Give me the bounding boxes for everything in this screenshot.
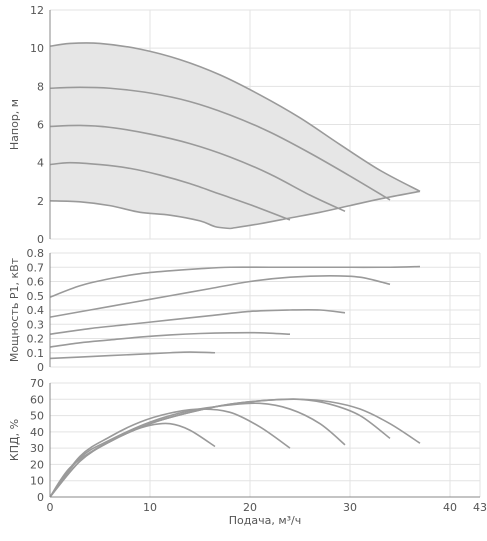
y-tick-label: 0.5 <box>27 290 45 303</box>
y-axis-label: Напор, м <box>8 99 21 150</box>
series-line-3 <box>49 124 346 213</box>
y-tick-label: 10 <box>30 475 44 488</box>
y-tick-label: 0 <box>37 361 44 374</box>
y-tick-label: 4 <box>37 157 44 170</box>
y-tick-label: 0.3 <box>27 318 45 331</box>
series-line-2 <box>49 274 391 318</box>
operating-envelope <box>50 43 420 229</box>
series-line-3 <box>49 308 346 336</box>
y-tick-label: 8 <box>37 80 44 93</box>
x-tick-label: 30 <box>343 501 357 514</box>
y-tick-label: 0.4 <box>27 304 45 317</box>
series-line-3 <box>49 402 346 498</box>
series-line-5 <box>49 200 231 230</box>
x-tick-label: 0 <box>47 501 54 514</box>
y-tick-label: 20 <box>30 458 44 471</box>
series-line-4 <box>49 331 291 348</box>
panel-1: 0 2 4 6 8 10 12 Напор, м <box>8 4 481 246</box>
series-line-4 <box>49 408 291 498</box>
series-line-6 <box>229 190 421 230</box>
y-tick-label: 0.1 <box>27 347 45 360</box>
y-tick-label: 12 <box>30 4 44 17</box>
x-tick-label: 43 <box>473 501 487 514</box>
y-axis-label: Мощность P1, кВт <box>8 257 21 362</box>
series-line-1 <box>49 265 421 298</box>
y-tick-label: 0 <box>37 491 44 504</box>
x-tick-label: 20 <box>243 501 257 514</box>
y-tick-label: 0.2 <box>27 333 45 346</box>
y-tick-label: 70 <box>30 377 44 390</box>
series-line-1 <box>49 42 421 193</box>
y-tick-label: 2 <box>37 195 44 208</box>
x-tick-label: 40 <box>443 501 457 514</box>
series-line-2 <box>49 86 391 201</box>
y-axis-label: КПД, % <box>8 419 21 461</box>
y-tick-label: 60 <box>30 393 44 406</box>
y-tick-label: 10 <box>30 42 44 55</box>
y-tick-label: 0.7 <box>27 261 45 274</box>
series-line-4 <box>49 161 291 221</box>
y-tick-label: 0.8 <box>27 247 45 260</box>
y-tick-label: 0.6 <box>27 276 45 289</box>
series-line-5 <box>49 422 216 498</box>
y-tick-label: 50 <box>30 410 44 423</box>
y-tick-label: 30 <box>30 442 44 455</box>
series-line-5 <box>49 351 216 360</box>
panel-2: 00.10.2 0.30.40.50.6 0.70.8 Мощность P1, кВ… <box>8 247 481 374</box>
x-tick-label: 10 <box>143 501 157 514</box>
y-tick-label: 0 <box>37 233 44 246</box>
y-tick-label: 40 <box>30 426 44 439</box>
x-axis-label: Подача, м³/ч <box>229 514 302 527</box>
y-tick-label: 6 <box>37 119 44 132</box>
